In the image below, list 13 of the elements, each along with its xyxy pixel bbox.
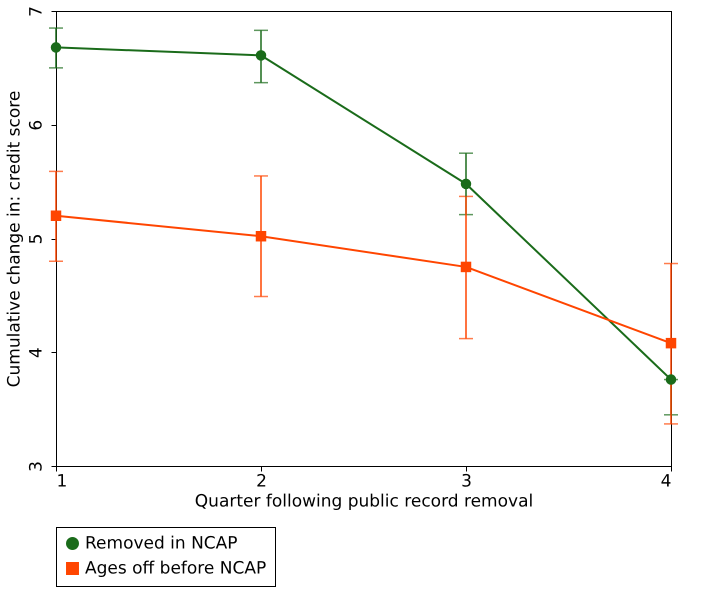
y-axis-title: Cumulative change in: credit score [4, 90, 24, 388]
y-tick-label: 7 [26, 6, 46, 17]
legend-label: Removed in NCAP [85, 534, 238, 554]
x-tick-label: 1 [56, 472, 68, 492]
y-tick-label: 5 [26, 234, 46, 244]
y-tick-label: 3 [26, 461, 46, 472]
x-tick-label: 2 [256, 472, 267, 492]
legend-label: Ages off before NCAP [85, 558, 266, 578]
y-tick-label: 6 [26, 120, 46, 131]
y-tick-label: 4 [26, 347, 46, 358]
x-tick-label: 3 [461, 472, 472, 492]
x-axis-title: Quarter following public record removal [194, 492, 534, 512]
x-tick-label: 4 [660, 472, 672, 492]
